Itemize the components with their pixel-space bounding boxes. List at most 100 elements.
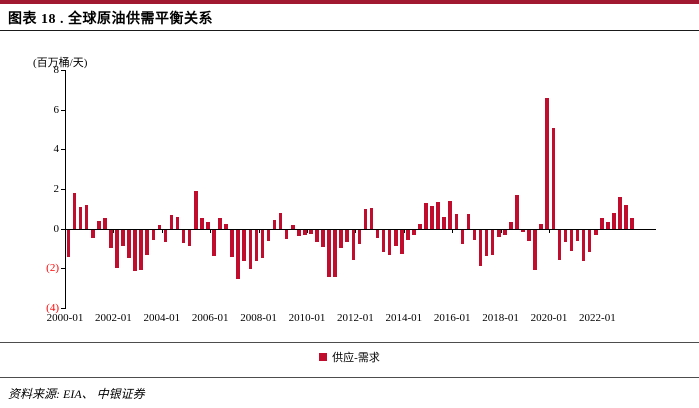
- bar-2023-01: [624, 204, 628, 229]
- bar-2019-04: [533, 229, 537, 271]
- x-axis-tick: [549, 229, 550, 233]
- bar-2021-07: [587, 229, 592, 253]
- x-axis-tick: [210, 229, 212, 233]
- x-tick-label: 2000-01: [46, 312, 84, 324]
- bar-2004-07: [175, 216, 180, 229]
- title-underline: [0, 30, 699, 31]
- bar-2006-10: [230, 229, 234, 258]
- y-axis-tick: [61, 189, 65, 190]
- bar-2011-07: [345, 229, 350, 242]
- bar-2016-04: [460, 229, 465, 244]
- y-axis-unit-label: (百万桶/天): [33, 57, 88, 69]
- bar-2004-10: [181, 229, 186, 243]
- y-tick-label: (4): [46, 302, 59, 314]
- legend-separator-line: [0, 342, 699, 343]
- bar-2005-10: [206, 221, 210, 229]
- y-axis-tick: [61, 109, 65, 111]
- bar-2001-04: [97, 220, 101, 229]
- bar-2013-10: [400, 229, 404, 255]
- bar-2007-01: [236, 229, 240, 280]
- bar-2022-10: [618, 196, 622, 229]
- x-tick-label: 2002-01: [95, 312, 132, 324]
- bar-2012-10: [375, 229, 380, 238]
- bar-2007-10: [254, 229, 259, 262]
- x-tick-label: 2018-01: [482, 312, 519, 324]
- y-axis-tick: [61, 228, 65, 230]
- bar-2018-01: [503, 229, 507, 235]
- bar-2014-01: [406, 229, 410, 240]
- bar-2022-07: [612, 212, 616, 229]
- title-accent-band: [0, 0, 699, 4]
- bar-2002-01: [115, 229, 119, 269]
- bar-2010-07: [321, 229, 325, 247]
- bar-2019-10: [545, 97, 550, 229]
- bar-2008-04: [266, 229, 271, 241]
- bar-2009-01: [284, 229, 289, 239]
- bar-2022-01: [599, 217, 604, 229]
- bar-2001-10: [109, 229, 113, 248]
- bar-2011-01: [333, 229, 337, 278]
- bar-2005-04: [193, 190, 198, 229]
- x-axis-tick: [65, 229, 66, 233]
- bar-2000-10: [84, 204, 89, 229]
- bar-2015-10: [448, 200, 453, 229]
- y-axis-tick: [61, 268, 65, 270]
- bar-2010-01: [309, 229, 313, 234]
- figure-title: 图表 18 . 全球原油供需平衡关系: [8, 12, 213, 27]
- y-tick-label: 0: [53, 222, 60, 235]
- bar-2015-07: [442, 216, 446, 229]
- x-tick-label: 2014-01: [385, 312, 423, 324]
- y-tick-label: 4: [53, 143, 60, 156]
- x-tick-label: 2010-01: [288, 312, 326, 324]
- bar-2009-07: [296, 229, 301, 236]
- bar-2018-07: [515, 194, 519, 229]
- bar-2005-01: [187, 229, 192, 246]
- bar-2019-01: [527, 229, 531, 241]
- x-tick-label: 2012-01: [337, 312, 374, 324]
- bar-2008-10: [278, 212, 283, 229]
- x-tick-label: 2008-01: [240, 312, 277, 324]
- bar-2010-10: [327, 229, 331, 278]
- bar-2020-01: [551, 127, 556, 229]
- bar-2008-01: [260, 229, 265, 259]
- bar-2000-07: [78, 206, 83, 229]
- y-axis-tick: [61, 149, 65, 151]
- bar-2009-04: [290, 224, 295, 229]
- bar-2000-04: [72, 192, 77, 229]
- x-tick-label: 2020-01: [530, 312, 568, 324]
- bar-2018-10: [521, 229, 525, 232]
- bar-2014-10: [424, 202, 428, 229]
- bar-2017-10: [496, 229, 501, 237]
- x-tick-label: 2006-01: [191, 312, 229, 324]
- bar-2011-10: [351, 229, 356, 261]
- bar-2001-07: [103, 217, 107, 229]
- bar-2003-04: [145, 229, 150, 256]
- bar-2003-10: [157, 224, 162, 229]
- bar-2007-04: [242, 229, 247, 262]
- x-axis-tick: [307, 229, 308, 233]
- legend-swatch-supply-minus-demand: [319, 353, 328, 361]
- bar-2009-10: [303, 229, 307, 235]
- y-tick-label: 2: [53, 183, 60, 195]
- y-tick-label: 6: [53, 103, 60, 116]
- bar-2005-07: [200, 217, 204, 229]
- bar-2016-10: [472, 229, 477, 240]
- bar-2021-04: [581, 229, 586, 262]
- bar-2010-04: [315, 229, 319, 242]
- bar-2021-10: [593, 229, 598, 235]
- bar-2003-07: [151, 229, 156, 240]
- bar-2015-01: [430, 205, 434, 229]
- bar-2006-01: [212, 229, 216, 257]
- x-axis-tick: [597, 229, 599, 233]
- chart-legend: 供应-需求: [0, 349, 699, 365]
- bar-2014-04: [412, 229, 416, 235]
- bar-2001-01: [90, 229, 95, 238]
- bar-2006-07: [224, 223, 228, 229]
- bar-2011-04: [339, 229, 343, 249]
- source-separator-line: [0, 377, 699, 378]
- bar-2003-01: [139, 229, 143, 271]
- bar-2017-01: [478, 229, 483, 267]
- bar-2020-07: [563, 229, 568, 242]
- legend-label-supply-minus-demand: 供应-需求: [332, 352, 380, 364]
- bar-2019-07: [539, 223, 543, 229]
